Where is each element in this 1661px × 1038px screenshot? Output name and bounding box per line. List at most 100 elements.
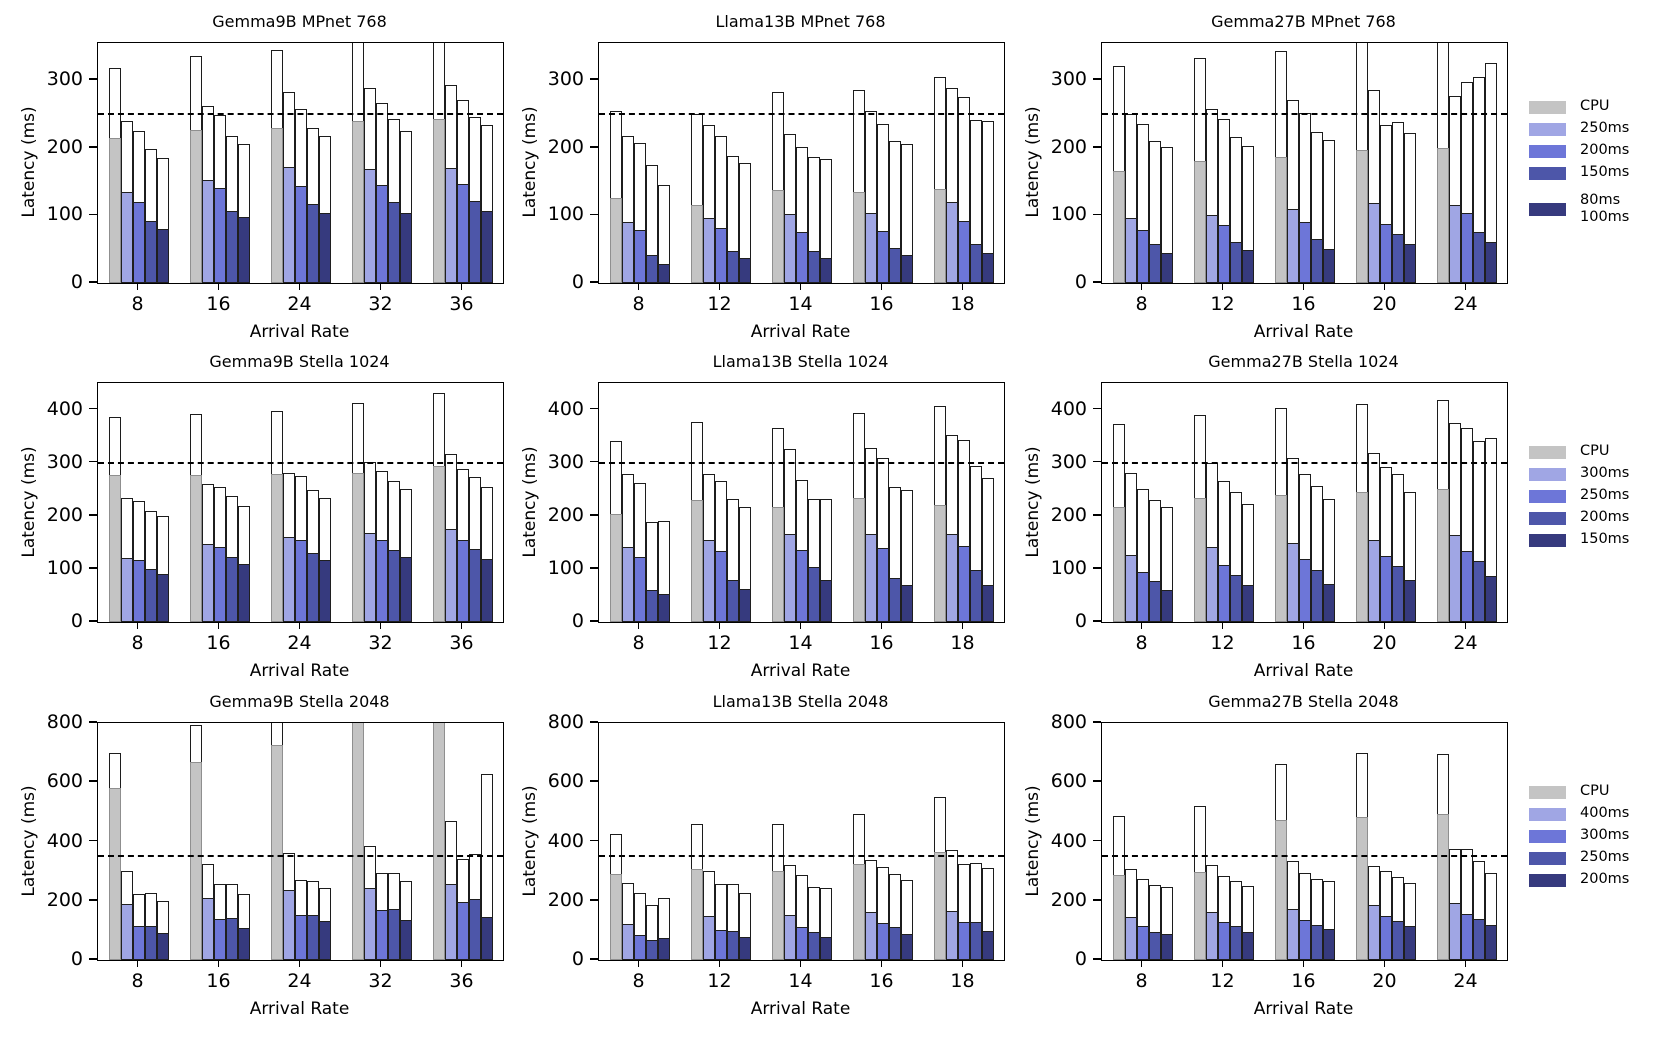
x-tickmark: [799, 282, 802, 290]
bar-filled: [306, 553, 319, 622]
bar-filled: [1448, 903, 1461, 960]
x-tick-label: 14: [788, 632, 813, 654]
bar-filled: [282, 890, 295, 960]
y-tick-label: 300: [1050, 450, 1087, 473]
plot-area: [1101, 42, 1508, 284]
y-tick-label: 100: [547, 556, 584, 579]
y-tickmark: [1093, 460, 1101, 463]
legend-label: CPU: [1580, 98, 1610, 114]
x-tick-label: 24: [1453, 632, 1478, 654]
legend-label: CPU: [1580, 443, 1610, 459]
bar-filled: [1286, 543, 1299, 622]
x-tickmark: [718, 959, 721, 967]
x-tick-label: 16: [869, 632, 894, 654]
x-axis-label: Arrival Rate: [750, 661, 851, 681]
bar-filled: [318, 560, 331, 622]
plot-area: [598, 42, 1005, 284]
x-tick-label: 20: [1372, 632, 1397, 654]
x-tick-label: 16: [206, 632, 231, 654]
bar-filled: [876, 231, 889, 283]
chart-title: Llama13B Stella 1024: [712, 352, 889, 371]
plot-area: [97, 42, 504, 284]
bar-filled: [201, 898, 214, 960]
x-tickmark: [1383, 282, 1386, 290]
bar-filled: [1367, 203, 1380, 283]
x-tickmark: [880, 282, 883, 290]
x-tickmark: [379, 282, 382, 290]
x-axis-label: Arrival Rate: [249, 322, 350, 342]
bar-filled: [621, 924, 634, 960]
bar-filled: [1355, 492, 1368, 622]
x-tickmark: [1464, 959, 1467, 967]
plot-area: [598, 722, 1005, 961]
bar-filled: [480, 559, 493, 622]
x-tickmark: [460, 282, 463, 290]
chart-title: Gemma9B MPnet 768: [212, 12, 387, 31]
x-tick-label: 24: [1453, 293, 1478, 315]
bar-filled: [387, 909, 400, 960]
bar-filled: [144, 926, 157, 960]
bar-filled: [225, 211, 238, 283]
bar-filled: [819, 937, 832, 960]
bar-filled: [807, 932, 820, 960]
bar-filled: [1241, 932, 1254, 960]
bar-filled: [1310, 925, 1323, 960]
y-tick-label: 0: [70, 948, 83, 970]
bar-filled: [1355, 817, 1368, 960]
legend-label: 80ms 100ms: [1580, 192, 1630, 225]
bar-filled: [444, 884, 457, 960]
x-tickmark: [1221, 959, 1224, 967]
y-tick-label: 0: [1074, 948, 1087, 970]
bar-filled: [375, 185, 388, 283]
bar-filled: [294, 540, 307, 622]
x-tickmark: [1302, 282, 1305, 290]
x-axis-label: Arrival Rate: [1253, 322, 1354, 342]
bar-filled: [819, 580, 832, 622]
legend-swatch: [1529, 122, 1566, 136]
legend-label: 200ms: [1580, 509, 1630, 525]
bar-filled: [318, 921, 331, 960]
bar-filled: [1448, 535, 1461, 622]
bar-filled: [1160, 253, 1173, 283]
x-tick-label: 18: [950, 293, 975, 315]
bar-filled: [957, 922, 970, 960]
bar-filled: [282, 537, 295, 622]
y-tickmark: [590, 281, 598, 283]
x-tick-label: 14: [788, 293, 813, 315]
bar-filled: [1403, 580, 1416, 622]
bar-filled: [1217, 922, 1230, 960]
x-tick-label: 8: [1135, 293, 1148, 315]
y-tickmark: [89, 145, 97, 148]
bar-filled: [351, 723, 364, 960]
bar-filled: [1403, 244, 1416, 283]
x-tick-label: 16: [1291, 970, 1316, 992]
bar-filled: [969, 922, 982, 960]
y-tickmark: [590, 78, 598, 80]
x-tickmark: [880, 959, 883, 967]
x-tickmark: [136, 959, 139, 967]
x-tickmark: [298, 621, 301, 629]
y-tick-label: 600: [547, 770, 584, 793]
bar-filled: [771, 507, 784, 622]
bar-filled: [1436, 814, 1449, 960]
bar-filled: [1403, 926, 1416, 960]
bar-filled: [132, 202, 145, 283]
plot-area: [1101, 382, 1508, 623]
bar-filled: [1484, 242, 1497, 283]
y-tickmark: [89, 513, 97, 516]
bar-filled: [657, 594, 670, 622]
y-tickmark: [1093, 567, 1101, 569]
bar-filled: [1379, 224, 1392, 283]
slo-dashed-line: [98, 112, 503, 115]
bar-filled: [945, 202, 958, 283]
bar-filled: [1322, 929, 1335, 960]
y-tick-label: 800: [46, 711, 83, 733]
y-tick-label: 0: [571, 948, 584, 970]
bar-filled: [1436, 148, 1449, 283]
x-tick-label: 32: [368, 970, 393, 992]
bar-filled: [213, 547, 226, 622]
bar-filled: [864, 534, 877, 622]
legend-swatch: [1529, 144, 1566, 158]
bar-filled: [726, 580, 739, 622]
slo-dashed-line: [98, 855, 503, 858]
